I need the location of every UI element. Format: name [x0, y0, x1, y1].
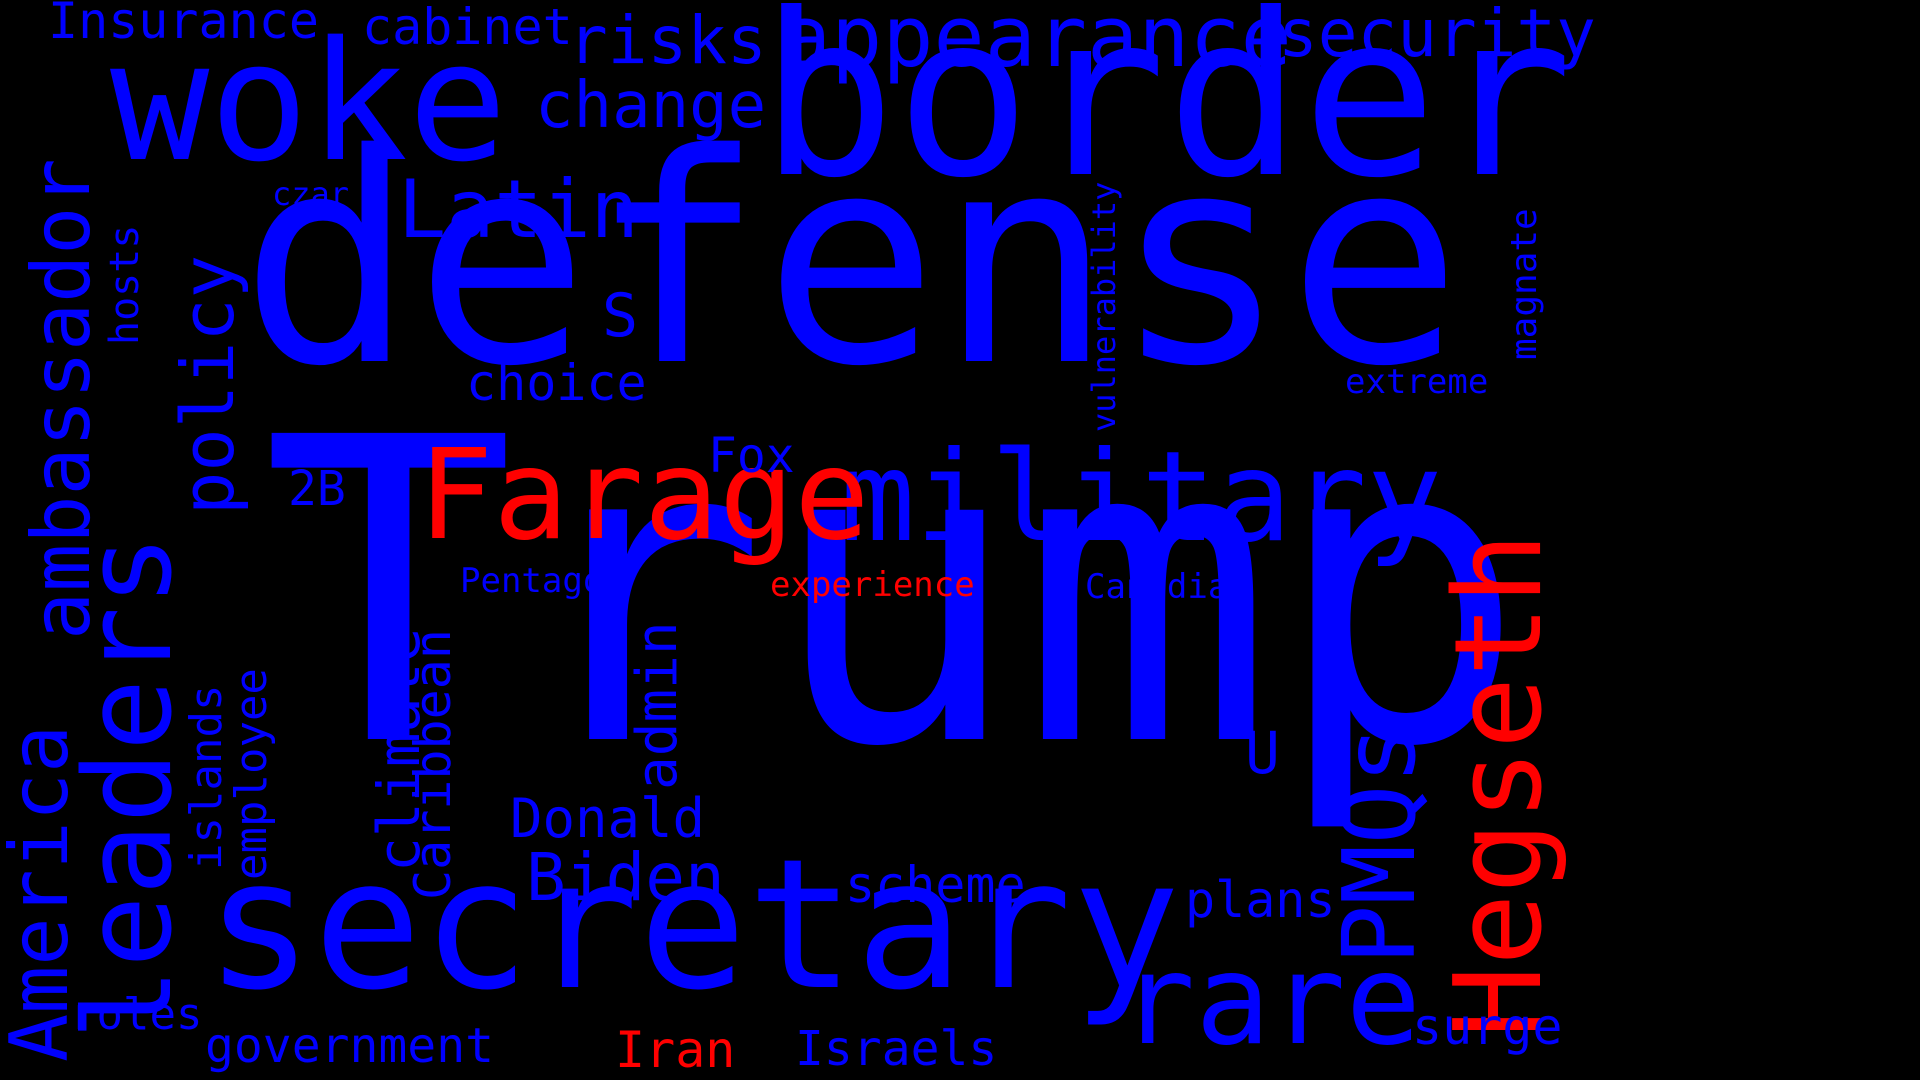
word-america: America [0, 724, 86, 1062]
word-policy: policy [166, 254, 250, 515]
word-roles: roles [70, 989, 203, 1040]
word-pmqs: PMQs [1321, 724, 1438, 965]
word-admin: admin [625, 621, 690, 790]
word-choice: choice [466, 354, 647, 412]
word-u: U [1245, 719, 1280, 787]
word-secretary: secretary [205, 821, 1181, 1030]
word-cabinet: cabinet [362, 0, 573, 56]
word-czar: czar [272, 175, 350, 213]
word-appearance: appearance [780, 0, 1292, 87]
word-hegseth: Hegseth [1430, 532, 1569, 1038]
word-experience: experience [770, 565, 975, 605]
word-2b: 2B [288, 461, 346, 517]
word-hosts: hosts [102, 224, 148, 345]
word-fox: Fox [708, 428, 795, 484]
word-islands: islands [181, 684, 232, 870]
word-government: government [205, 1018, 494, 1074]
word-caribbean: Caribbean [404, 629, 462, 900]
word-woke: woke [110, 6, 508, 198]
word-magnate: magnate [1504, 208, 1545, 360]
word-scheme: scheme [845, 856, 1026, 914]
word-canadian: Canadian [1085, 567, 1249, 607]
word-surge: surge [1412, 998, 1563, 1056]
word-extreme: extreme [1345, 362, 1489, 402]
word-rare: rare [1120, 928, 1422, 1073]
word-donald: Donald [510, 787, 706, 850]
word-change: change [535, 69, 767, 143]
word-ambassador: ambassador [15, 158, 108, 640]
word-insurance: Insurance [48, 0, 319, 50]
word-employee: employee [226, 668, 277, 880]
word-farage: Farage [418, 423, 870, 568]
word-biden: Biden [526, 839, 725, 916]
word-military: military [840, 425, 1443, 570]
word-security: security [1278, 0, 1596, 72]
word-border: border [760, 0, 1573, 228]
word-vulnerability: vulnerability [1085, 181, 1123, 432]
word-defense: defense [240, 93, 1463, 430]
word-s: S [602, 281, 639, 351]
word-latin: Latin [398, 163, 639, 256]
word-iran: Iran [615, 1021, 736, 1079]
word-israels: Israels [795, 1021, 998, 1077]
word-risks: risks [568, 2, 767, 79]
word-trump: Trump [262, 350, 1527, 839]
word-pentagon: Pentagon [460, 561, 624, 601]
word-plans: plans [1185, 871, 1336, 929]
